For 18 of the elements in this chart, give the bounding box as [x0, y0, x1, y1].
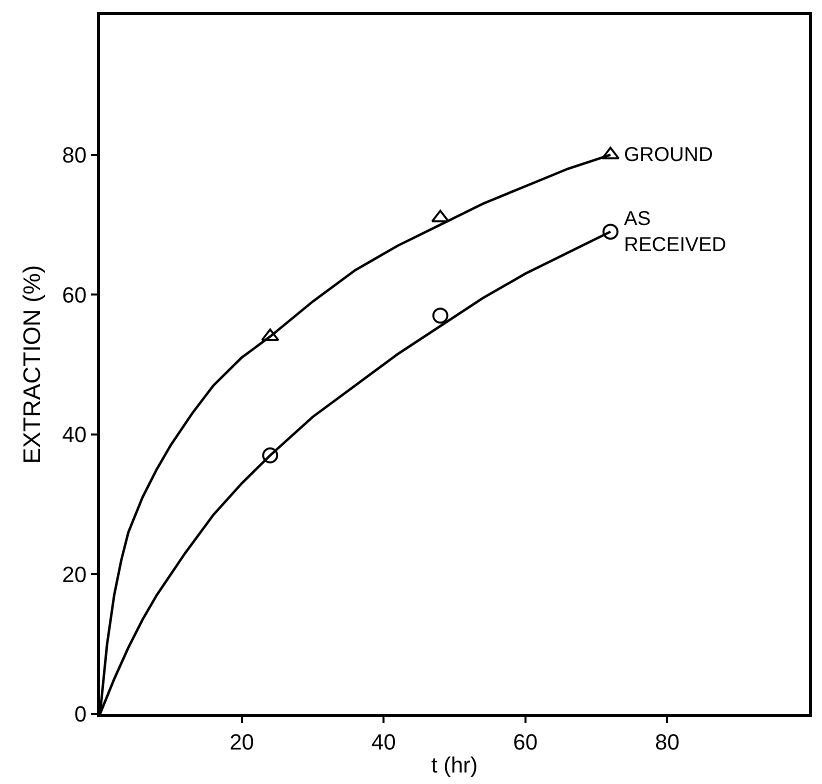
y-tick-label: 20	[62, 562, 87, 587]
y-axis-title: EXTRACTION (%)	[19, 265, 46, 464]
series-label: GROUND	[624, 144, 713, 166]
y-tick-label: 80	[62, 142, 87, 168]
point	[262, 447, 278, 464]
point	[431, 210, 450, 222]
point	[432, 308, 448, 324]
series-label: AS RECEIVED	[624, 208, 726, 256]
y-tick-label: 0	[74, 702, 87, 727]
x-tick-label: 40	[371, 729, 396, 754]
y-tick-label: 40	[62, 422, 87, 448]
x-tick-label: 60	[513, 729, 538, 754]
point	[261, 328, 280, 342]
y-tick-label: 60	[62, 282, 87, 308]
x-tick-label: 20	[230, 729, 254, 754]
x-axis-title: t (hr)	[431, 752, 478, 778]
x-tick-label: 80	[654, 729, 680, 754]
point	[602, 224, 618, 240]
